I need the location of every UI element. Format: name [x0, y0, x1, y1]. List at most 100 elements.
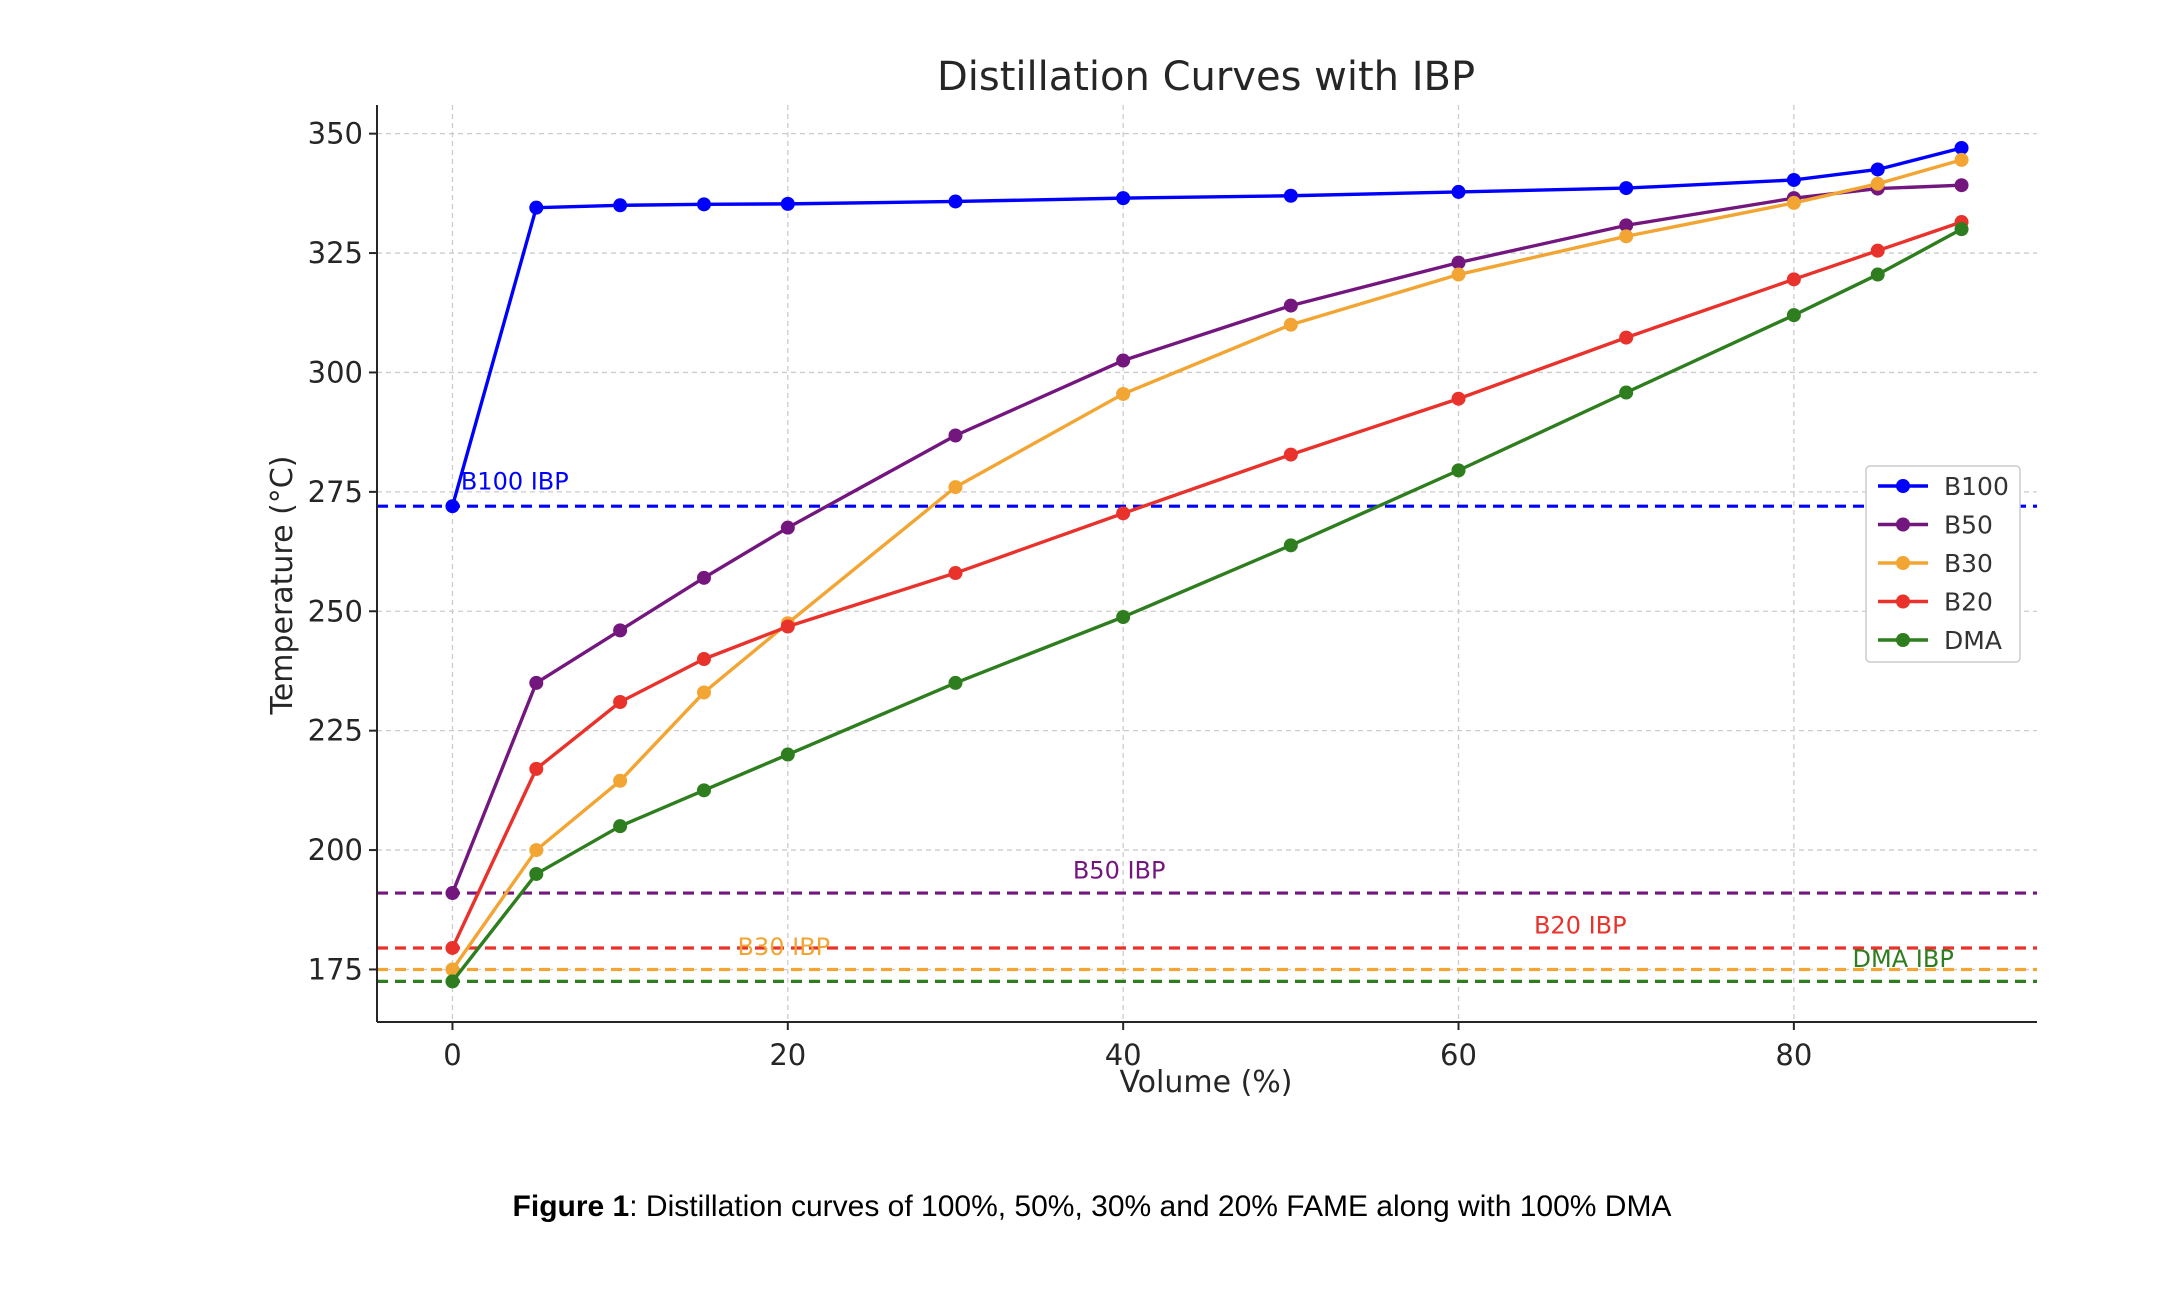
ibp-label: DMA IBP	[1853, 945, 1954, 973]
series-line	[450, 183, 1962, 894]
x-tick-label: 0	[443, 1038, 461, 1072]
ibp-lines: B100 IBP B50 IBP B20 IBP B30 IBP DMA IBP	[377, 467, 2037, 984]
data-point	[1954, 152, 1969, 167]
data-point	[1619, 181, 1634, 196]
figure-caption-text: : Distillation curves of 100%, 50%, 30% …	[629, 1190, 1672, 1223]
chart-title: Distillation Curves with IBP	[937, 54, 1475, 100]
legend-item-b30: B30	[1878, 549, 1993, 578]
data-point	[613, 623, 628, 638]
y-axis-label: Temperature (°C)	[265, 456, 300, 716]
data-point	[696, 783, 711, 798]
data-point	[1619, 385, 1634, 400]
data-point	[445, 499, 460, 514]
ibp-label: B20 IBP	[1534, 912, 1627, 940]
series-b20	[445, 215, 1969, 955]
legend-label: DMA	[1944, 626, 2002, 655]
ticks: 0 20 40 60 80 175 200 225 250 275 300 325 350	[308, 117, 1813, 1072]
data-point	[529, 866, 544, 881]
data-point	[1283, 317, 1298, 332]
data-point	[1116, 609, 1131, 624]
series-dma	[445, 222, 1969, 989]
ibp-label: B100 IBP	[461, 467, 569, 495]
legend-item-dma: DMA	[1878, 626, 2002, 655]
y-tick-label: 325	[308, 236, 363, 270]
series-line	[451, 227, 1963, 983]
legend-label: B100	[1944, 472, 2009, 501]
y-tick-label: 200	[308, 833, 363, 867]
data-point	[1283, 538, 1298, 553]
data-point	[1954, 222, 1969, 237]
series-line	[450, 146, 1962, 507]
y-tick-label: 250	[308, 594, 363, 628]
data-point	[1451, 391, 1466, 406]
data-point	[1619, 330, 1634, 345]
data-point	[1954, 140, 1969, 155]
data-point	[529, 200, 544, 215]
y-tick-label: 225	[308, 714, 363, 748]
ibp-label: B50 IBP	[1073, 857, 1166, 885]
data-point	[780, 747, 795, 762]
data-point	[1954, 178, 1969, 193]
figure-caption-label: Figure 1	[512, 1190, 630, 1223]
data-point	[948, 194, 963, 209]
x-tick-label: 20	[769, 1038, 806, 1072]
data-point	[1451, 267, 1466, 282]
series-b50	[445, 178, 1969, 901]
legend-label: B20	[1944, 588, 1993, 617]
legend-label: B30	[1944, 549, 1993, 578]
x-tick-label: 60	[1440, 1038, 1477, 1072]
x-axis-label: Volume (%)	[1119, 1065, 1292, 1100]
data-point	[1451, 463, 1466, 478]
ibp-label: B30 IBP	[738, 933, 831, 961]
data-point	[780, 520, 795, 535]
legend-marker	[1896, 594, 1910, 609]
data-point	[1619, 218, 1634, 233]
series-lines	[445, 140, 1969, 989]
data-point	[1451, 184, 1466, 199]
y-tick-label: 350	[308, 117, 363, 151]
legend-item-b20: B20	[1878, 588, 1993, 617]
data-point	[1116, 386, 1131, 401]
data-point	[445, 974, 460, 989]
data-point	[1870, 243, 1885, 258]
data-point	[696, 570, 711, 585]
legend-marker	[1896, 556, 1910, 570]
legend-marker	[1896, 479, 1910, 493]
data-point	[1283, 298, 1298, 313]
data-point	[1870, 176, 1885, 191]
data-point	[1283, 188, 1298, 203]
data-point	[1451, 255, 1466, 270]
data-point	[1619, 229, 1634, 244]
y-tick-label: 300	[308, 355, 363, 389]
axes	[376, 105, 2037, 1023]
legend-item-b100: B100	[1878, 472, 2009, 501]
data-point	[445, 886, 460, 901]
data-point	[613, 773, 628, 788]
data-point	[696, 197, 711, 212]
series-line	[450, 220, 1963, 949]
data-point	[780, 619, 795, 634]
data-point	[1786, 195, 1801, 210]
data-point	[1870, 267, 1885, 282]
data-point	[613, 198, 628, 213]
data-point	[445, 962, 460, 977]
data-point	[613, 819, 628, 834]
x-tick-label: 40	[1105, 1038, 1142, 1072]
grid	[377, 105, 2037, 1022]
data-point	[948, 480, 963, 495]
data-point	[696, 652, 711, 667]
figure-caption: Figure 1: Distillation curves of 100%, 5…	[0, 1190, 2184, 1224]
data-point	[1116, 353, 1131, 368]
legend: B100 B50 B30 B20 DMA	[1865, 465, 2021, 663]
series-b30	[445, 152, 1969, 977]
legend-marker	[1896, 517, 1910, 532]
legend-label: B50	[1944, 511, 1993, 540]
legend-item-b50: B50	[1878, 511, 1993, 540]
data-point	[948, 675, 963, 690]
data-point	[948, 566, 963, 581]
data-point	[529, 843, 544, 858]
series-line	[451, 158, 1963, 971]
x-tick-label: 80	[1775, 1038, 1812, 1072]
data-point	[1786, 308, 1801, 323]
